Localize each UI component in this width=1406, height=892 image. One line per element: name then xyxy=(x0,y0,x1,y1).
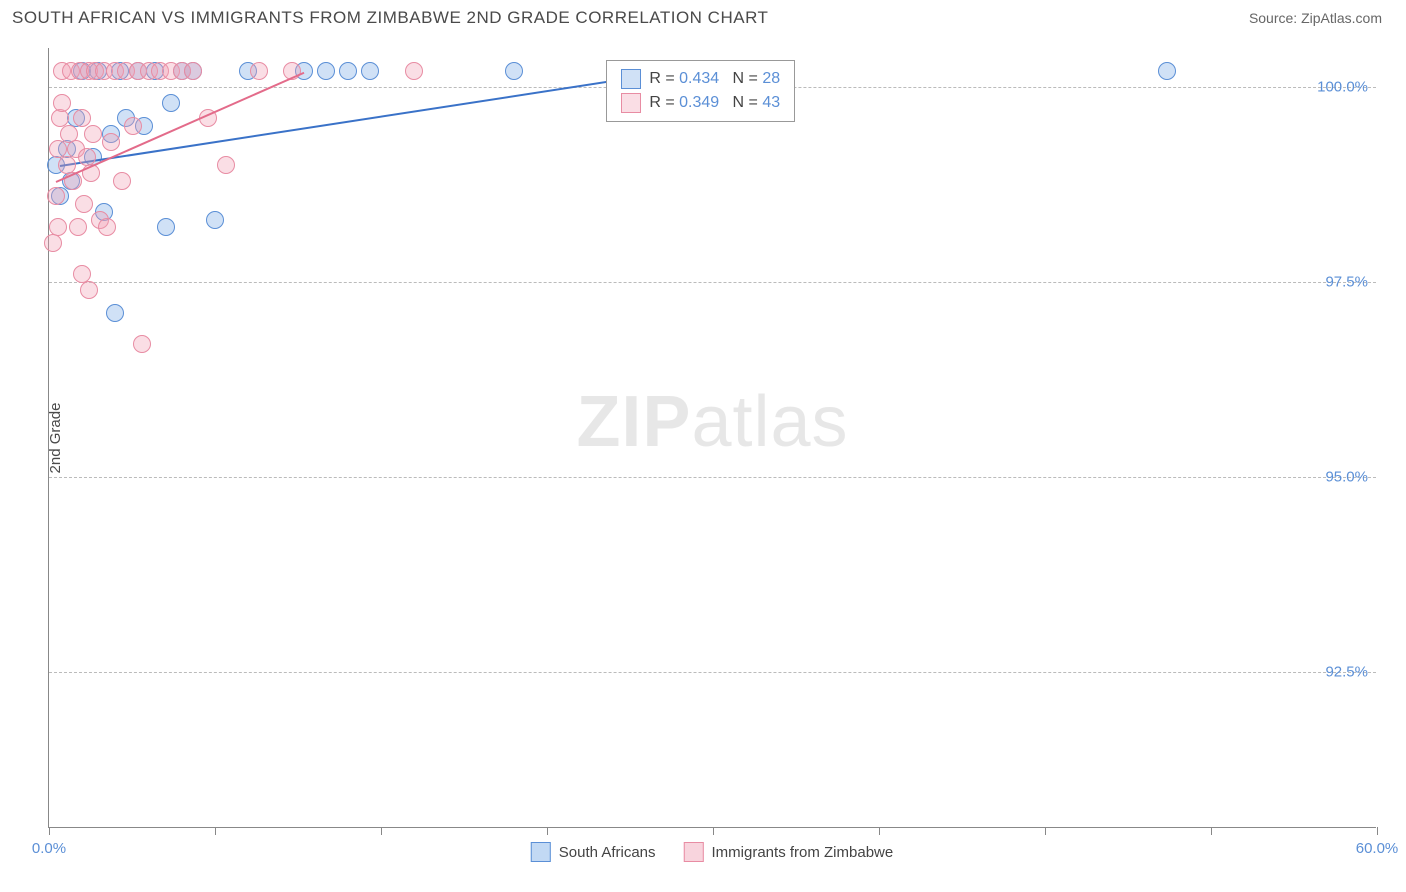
data-point xyxy=(84,125,102,143)
x-tick-label: 0.0% xyxy=(32,840,66,857)
correlation-legend-row: R = 0.434 N = 28 xyxy=(621,67,780,91)
grid-line xyxy=(49,282,1376,283)
correlation-legend-row: R = 0.349 N = 43 xyxy=(621,91,780,115)
watermark-bold: ZIP xyxy=(576,382,691,462)
x-tick-label: 60.0% xyxy=(1356,840,1399,857)
data-point xyxy=(80,281,98,299)
x-tick xyxy=(381,827,382,835)
correlation-text: R = 0.349 N = 43 xyxy=(649,94,780,112)
data-point xyxy=(361,62,379,80)
data-point xyxy=(505,62,523,80)
correlation-text: R = 0.434 N = 28 xyxy=(649,70,780,88)
grid-line xyxy=(49,672,1376,673)
data-point xyxy=(75,195,93,213)
data-point xyxy=(113,172,131,190)
data-point xyxy=(44,234,62,252)
bottom-legend: South Africans Immigrants from Zimbabwe xyxy=(531,842,893,862)
x-tick xyxy=(215,827,216,835)
x-tick xyxy=(547,827,548,835)
x-tick xyxy=(1211,827,1212,835)
correlation-legend: R = 0.434 N = 28 R = 0.349 N = 43 xyxy=(606,60,795,122)
data-point xyxy=(405,62,423,80)
data-point xyxy=(1158,62,1176,80)
data-point xyxy=(133,335,151,353)
plot-area: ZIPatlas 92.5%95.0%97.5%100.0%0.0%60.0%R… xyxy=(48,48,1376,828)
x-tick xyxy=(1045,827,1046,835)
legend-item: South Africans xyxy=(531,842,656,862)
data-point xyxy=(217,156,235,174)
data-point xyxy=(339,62,357,80)
x-tick xyxy=(713,827,714,835)
legend-swatch xyxy=(684,842,704,862)
data-point xyxy=(69,218,87,236)
legend-swatch xyxy=(531,842,551,862)
data-point xyxy=(47,187,65,205)
legend-item: Immigrants from Zimbabwe xyxy=(684,842,894,862)
source-label: Source: ZipAtlas.com xyxy=(1249,10,1382,26)
y-tick-label: 100.0% xyxy=(1317,79,1368,96)
legend-label: Immigrants from Zimbabwe xyxy=(712,844,894,861)
data-point xyxy=(73,109,91,127)
watermark: ZIPatlas xyxy=(576,381,848,463)
trend-line xyxy=(60,71,669,167)
data-point xyxy=(162,94,180,112)
legend-swatch xyxy=(621,69,641,89)
data-point xyxy=(157,218,175,236)
data-point xyxy=(317,62,335,80)
x-tick xyxy=(49,827,50,835)
grid-line xyxy=(49,477,1376,478)
data-point xyxy=(184,62,202,80)
watermark-rest: atlas xyxy=(691,382,848,462)
x-tick xyxy=(1377,827,1378,835)
x-tick xyxy=(879,827,880,835)
y-tick-label: 95.0% xyxy=(1325,469,1368,486)
legend-swatch xyxy=(621,93,641,113)
data-point xyxy=(102,133,120,151)
y-tick-label: 97.5% xyxy=(1325,274,1368,291)
data-point xyxy=(106,304,124,322)
data-point xyxy=(98,218,116,236)
header: SOUTH AFRICAN VS IMMIGRANTS FROM ZIMBABW… xyxy=(0,0,1406,36)
chart-title: SOUTH AFRICAN VS IMMIGRANTS FROM ZIMBABW… xyxy=(12,8,768,28)
data-point xyxy=(206,211,224,229)
data-point xyxy=(53,94,71,112)
data-point xyxy=(124,117,142,135)
y-tick-label: 92.5% xyxy=(1325,664,1368,681)
data-point xyxy=(250,62,268,80)
legend-label: South Africans xyxy=(559,844,656,861)
chart-container: 2nd Grade ZIPatlas 92.5%95.0%97.5%100.0%… xyxy=(48,48,1376,828)
